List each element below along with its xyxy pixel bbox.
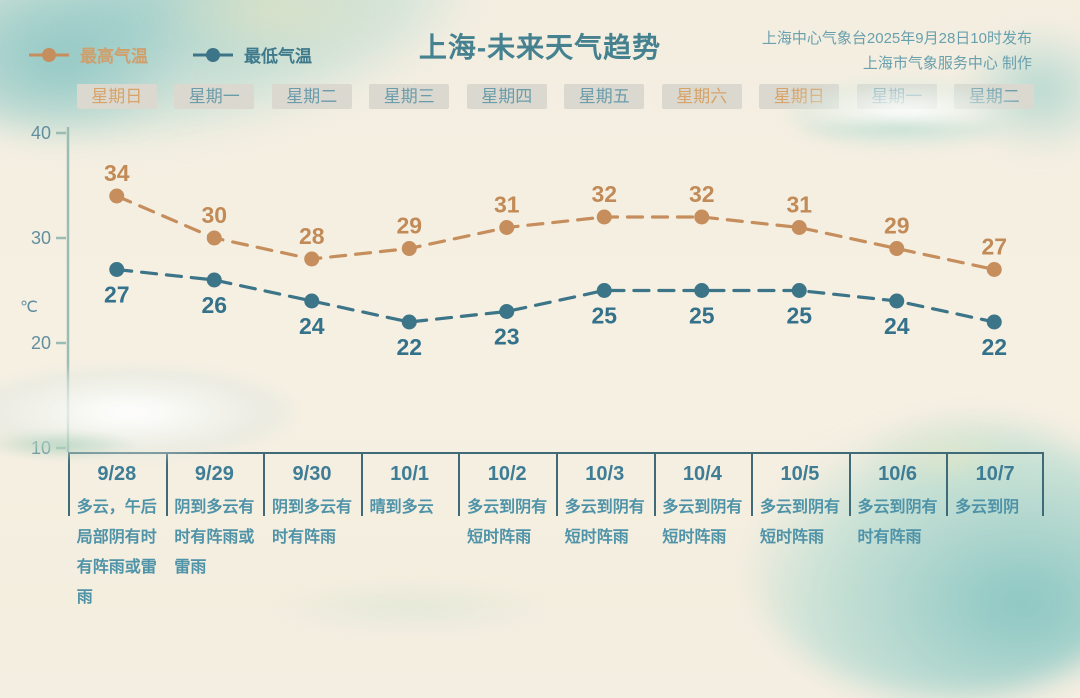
column-divider <box>68 454 70 516</box>
forecast-column-2: 9/30 阴到多云有时有阵雨 <box>263 454 361 613</box>
forecast-date: 9/30 <box>292 463 332 485</box>
forecast-date: 10/4 <box>682 463 722 485</box>
forecast-description: 多云到阴有短时阵雨 <box>467 499 548 546</box>
forecast-description: 多云，午后局部阴有时有阵雨或雷雨 <box>76 499 157 606</box>
forecast-column-4: 10/2 多云到阴有短时阵雨 <box>458 454 556 613</box>
temperature-chart: 40 30 20 10 ℃ 34 30 28 29 31 32 32 31 29 27 27 26 24 22 23 2… <box>20 123 1007 458</box>
svg-text:24: 24 <box>299 313 325 339</box>
forecast-column-5: 10/3 多云到阴有短时阵雨 <box>555 454 654 613</box>
svg-text:29: 29 <box>884 213 910 239</box>
forecast-date: 9/29 <box>194 463 234 485</box>
forecast-date: 9/28 <box>97 463 137 485</box>
svg-text:30: 30 <box>201 202 227 228</box>
svg-text:40: 40 <box>31 123 51 143</box>
column-divider <box>458 454 461 516</box>
svg-text:22: 22 <box>396 334 422 360</box>
svg-text:27: 27 <box>981 234 1007 260</box>
svg-text:24: 24 <box>884 313 910 339</box>
forecast-description: 多云到阴有短时阵雨 <box>662 499 743 546</box>
svg-text:29: 29 <box>396 213 422 239</box>
forecast-description: 晴到多云 <box>369 499 434 516</box>
svg-text:22: 22 <box>981 334 1007 360</box>
column-divider <box>360 454 363 516</box>
forecast-description: 多云到阴有短时阵雨 <box>564 499 645 546</box>
svg-text:32: 32 <box>591 181 617 207</box>
column-divider <box>555 454 558 516</box>
forecast-description: 阴到多云有时有阵雨 <box>271 499 352 546</box>
svg-text:34: 34 <box>104 160 130 186</box>
column-divider <box>165 454 168 516</box>
forecast-column-6: 10/4 多云到阴有短时阵雨 <box>653 454 752 613</box>
svg-text:25: 25 <box>786 303 812 329</box>
forecast-column-3: 10/1 晴到多云 <box>360 454 459 613</box>
svg-text:℃: ℃ <box>20 299 38 316</box>
svg-text:31: 31 <box>786 192 812 218</box>
column-divider <box>263 454 266 516</box>
svg-text:26: 26 <box>201 292 227 318</box>
weekday-header-label-6: 星期六 <box>661 84 742 109</box>
svg-text:10: 10 <box>31 438 51 458</box>
svg-text:32: 32 <box>689 181 715 207</box>
forecast-date: 10/3 <box>585 463 625 485</box>
forecast-description: 阴到多云有时有阵雨或雷雨 <box>174 499 255 576</box>
svg-text:31: 31 <box>494 192 520 218</box>
svg-text:20: 20 <box>31 333 51 353</box>
forecast-date: 10/1 <box>390 463 430 485</box>
svg-text:25: 25 <box>591 303 617 329</box>
svg-text:27: 27 <box>104 282 130 308</box>
forecast-date: 10/2 <box>487 463 527 485</box>
weekday-header-label-5: 星期五 <box>564 84 645 109</box>
weekday-header-cell-5: 星期五 <box>556 84 654 109</box>
svg-text:28: 28 <box>299 223 325 249</box>
forecast-column-1: 9/29 阴到多云有时有阵雨或雷雨 <box>165 454 264 613</box>
svg-text:25: 25 <box>689 303 715 329</box>
svg-text:23: 23 <box>494 324 520 350</box>
forecast-column-0: 9/28 多云，午后局部阴有时有阵雨或雷雨 <box>68 454 166 613</box>
svg-text:30: 30 <box>31 228 51 248</box>
weekday-header-cell-6: 星期六 <box>653 84 751 109</box>
column-divider <box>653 454 656 516</box>
